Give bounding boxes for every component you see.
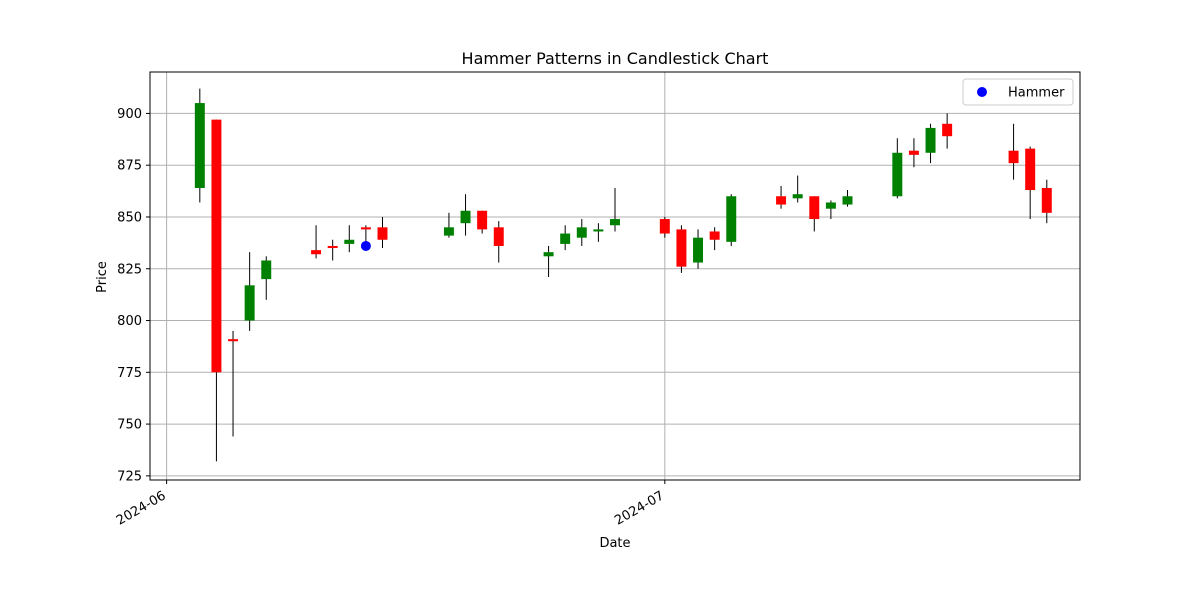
candle-body <box>576 227 587 238</box>
y-tick-label: 725 <box>117 469 142 484</box>
candle-body <box>809 196 820 220</box>
candle-body <box>1008 150 1019 164</box>
plot-area-frame <box>149 71 1081 481</box>
candle-body <box>460 210 471 224</box>
x-axis-label: Date <box>599 536 630 551</box>
candle-body <box>842 196 853 205</box>
candle <box>925 123 936 164</box>
y-tick-label: 825 <box>117 262 142 277</box>
candle-body <box>892 152 903 197</box>
candle <box>228 330 239 437</box>
candle <box>443 212 454 238</box>
y-axis-ticks: 725 750 775 800 825 850 875 900 <box>117 107 150 484</box>
candle-body <box>560 233 571 244</box>
candle-body <box>261 260 272 280</box>
candle <box>908 138 919 168</box>
legend-hammer-label: Hammer <box>1008 86 1065 101</box>
candle-body <box>610 219 620 226</box>
candle-body <box>244 285 255 321</box>
y-tick-label: 900 <box>117 107 142 122</box>
candle <box>676 225 687 273</box>
candle <box>709 227 720 251</box>
candle-body <box>194 103 205 188</box>
candle-body <box>377 227 388 240</box>
candle-body <box>311 250 322 255</box>
candle <box>1008 123 1019 180</box>
candle-body <box>925 127 936 153</box>
candle-body <box>1025 148 1036 191</box>
y-tick-label: 850 <box>117 210 142 225</box>
candle <box>244 252 255 331</box>
candle-body <box>543 252 554 257</box>
y-tick-label: 775 <box>117 366 142 381</box>
candle-body <box>211 119 222 373</box>
candle-body <box>942 123 953 137</box>
candle-body <box>344 239 355 244</box>
y-tick-label: 875 <box>117 159 142 174</box>
candle-body <box>477 210 488 230</box>
candle <box>493 221 504 263</box>
candle-body <box>360 227 371 230</box>
candle <box>194 88 205 203</box>
candle-body <box>493 227 504 246</box>
hammer-marker <box>360 240 371 251</box>
candle-body <box>693 237 704 263</box>
candle-body <box>228 339 239 342</box>
candle <box>460 194 471 236</box>
candle <box>842 190 853 207</box>
candle <box>311 225 322 259</box>
candle <box>327 239 338 261</box>
candle <box>1025 146 1036 220</box>
candle <box>543 245 554 278</box>
candle-body <box>825 202 836 209</box>
legend: Hammer <box>962 78 1074 106</box>
candle-body <box>327 245 338 249</box>
candle <box>1041 179 1052 224</box>
chart-title: Hammer Patterns in Candlestick Chart <box>462 49 769 68</box>
y-axis-label: Price <box>95 261 110 293</box>
candle <box>825 200 836 220</box>
candle <box>477 210 488 234</box>
candle <box>593 223 604 242</box>
y-tick-label: 750 <box>117 418 142 433</box>
hammer-markers <box>360 240 371 251</box>
candle-body <box>1041 187 1052 213</box>
candle-body <box>726 196 737 242</box>
candle-body <box>593 229 604 232</box>
candle <box>726 194 737 246</box>
candle <box>942 113 953 149</box>
candle-body <box>792 194 803 199</box>
candle-body <box>709 231 720 240</box>
candles <box>194 88 1052 462</box>
y-tick-label: 800 <box>117 314 142 329</box>
candle <box>377 216 388 249</box>
candle <box>344 225 355 253</box>
candle <box>792 175 803 203</box>
candle-body <box>443 227 454 236</box>
legend-hammer-marker <box>977 87 987 97</box>
candle <box>560 225 571 251</box>
candle <box>610 187 620 232</box>
candle-body <box>676 229 687 267</box>
candle-body <box>659 219 670 234</box>
candle <box>211 119 222 462</box>
candle-body <box>776 196 787 205</box>
candle <box>261 256 272 300</box>
candle <box>693 229 704 269</box>
candle <box>659 216 670 238</box>
candle-body <box>908 150 919 155</box>
candle <box>776 185 787 209</box>
legend-box <box>962 78 1074 106</box>
candle <box>576 219 587 246</box>
candle <box>892 138 903 199</box>
candle <box>809 196 820 232</box>
